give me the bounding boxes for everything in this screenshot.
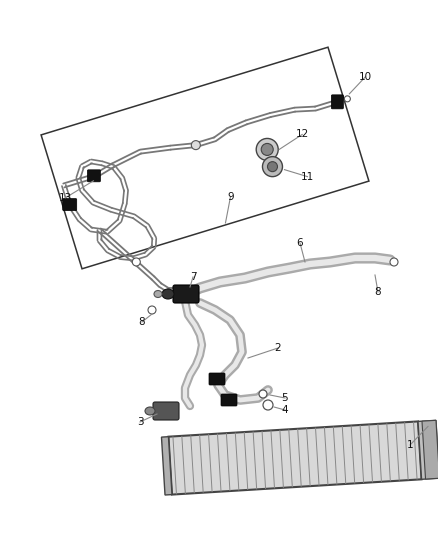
FancyBboxPatch shape [173, 285, 199, 303]
FancyBboxPatch shape [63, 199, 77, 211]
Text: 8: 8 [139, 317, 145, 327]
Text: 9: 9 [227, 192, 234, 202]
Circle shape [344, 96, 350, 102]
FancyBboxPatch shape [209, 373, 225, 385]
Circle shape [256, 139, 278, 160]
Circle shape [262, 157, 283, 176]
Text: 2: 2 [275, 343, 281, 353]
Text: 13: 13 [59, 193, 72, 203]
Ellipse shape [162, 289, 174, 299]
Text: 12: 12 [296, 130, 309, 140]
Circle shape [261, 143, 273, 156]
FancyBboxPatch shape [332, 95, 343, 109]
Circle shape [132, 258, 140, 266]
Text: 11: 11 [301, 172, 314, 182]
Polygon shape [169, 422, 421, 495]
Circle shape [191, 141, 200, 150]
Circle shape [268, 161, 278, 172]
Text: 8: 8 [374, 287, 381, 297]
FancyBboxPatch shape [153, 402, 179, 420]
Circle shape [390, 258, 398, 266]
Text: 5: 5 [282, 393, 288, 403]
Polygon shape [418, 421, 438, 479]
Circle shape [259, 390, 267, 398]
Ellipse shape [154, 290, 162, 297]
Text: 6: 6 [297, 238, 303, 248]
Circle shape [263, 400, 273, 410]
Ellipse shape [145, 407, 155, 415]
Polygon shape [162, 437, 172, 495]
Text: 3: 3 [137, 417, 143, 427]
Text: 4: 4 [282, 405, 288, 415]
Text: 7: 7 [190, 272, 196, 282]
FancyBboxPatch shape [221, 394, 237, 406]
Text: 1: 1 [407, 440, 413, 450]
FancyBboxPatch shape [88, 170, 100, 182]
Polygon shape [422, 421, 438, 479]
Text: 10: 10 [359, 72, 372, 82]
Circle shape [148, 306, 156, 314]
